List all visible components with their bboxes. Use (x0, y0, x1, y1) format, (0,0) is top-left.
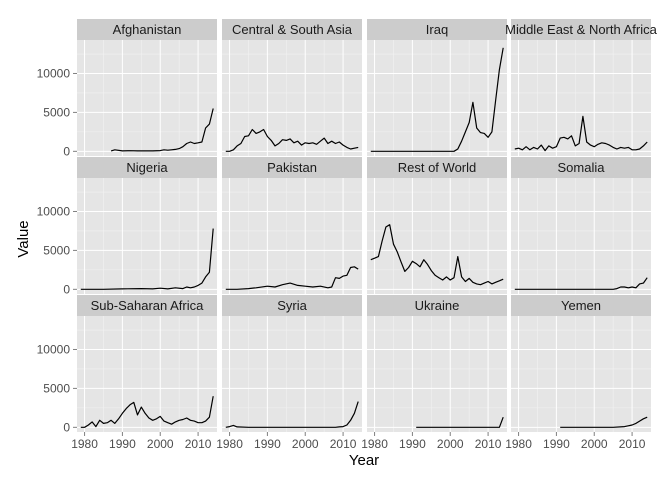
series-line-central-and-south-asia (225, 128, 359, 152)
facet-rest-of-world: Rest of World (367, 157, 507, 294)
facet-title: Middle East & North Africa (505, 22, 657, 37)
y-tick-label: 0 (63, 282, 70, 296)
y-tick-label: 10000 (37, 204, 71, 218)
series-line-pakistan (225, 266, 359, 290)
series-line-afghanistan (110, 108, 214, 152)
x-tick-label: 1990 (109, 437, 136, 451)
x-axis-title: Year (349, 452, 379, 469)
series-line-middle-east-and-north-africa (514, 115, 648, 152)
y-tick-label: 5000 (43, 243, 70, 257)
facet-title: Pakistan (267, 160, 317, 175)
strip-background (77, 295, 217, 316)
facet-title: Sub-Saharan Africa (91, 298, 205, 313)
facet-yemen: Yemen (511, 295, 651, 432)
strip-background (367, 19, 507, 40)
facet-afghanistan: Afghanistan (77, 19, 217, 156)
x-tick-label: 2010 (185, 437, 212, 451)
strip-background (77, 157, 217, 178)
x-tick-label: 2000 (292, 437, 319, 451)
series-line-ukraine (416, 416, 504, 428)
facet-somalia: Somalia (511, 157, 651, 294)
facet-middle-east-and-north-africa: Middle East & North Africa (505, 19, 658, 156)
gridlines (511, 178, 651, 294)
facet-syria: Syria (222, 295, 362, 432)
panel-background (222, 316, 362, 432)
x-tick-label: 2000 (147, 437, 174, 451)
facet-sub-saharan-africa: Sub-Saharan Africa (77, 295, 217, 432)
strip-background (222, 157, 362, 178)
strip-background (511, 19, 651, 40)
series-line-rest-of-world (370, 224, 504, 286)
strip-background (367, 157, 507, 178)
panel-background (77, 316, 217, 432)
panel-background (367, 316, 507, 432)
y-tick-label: 0 (63, 420, 70, 434)
x-tick-label: 1980 (71, 437, 98, 451)
strip-background (222, 19, 362, 40)
y-tick-label: 5000 (43, 105, 70, 119)
facet-iraq: Iraq (367, 19, 507, 156)
strip-background (511, 295, 651, 316)
facet-title: Iraq (426, 22, 448, 37)
x-tick-label: 1990 (254, 437, 281, 451)
panel-background (77, 40, 217, 156)
gridlines (367, 178, 507, 294)
facet-ukraine: Ukraine (367, 295, 507, 432)
x-tick-label: 2010 (619, 437, 646, 451)
facet-title: Yemen (561, 298, 601, 313)
facet-nigeria: Nigeria (77, 157, 217, 294)
y-tick-label: 0 (63, 144, 70, 158)
series-line-sub-saharan-africa (80, 396, 214, 428)
panel-background (511, 316, 651, 432)
gridlines (222, 316, 362, 432)
x-tick-label: 1980 (505, 437, 532, 451)
gridlines (511, 40, 651, 156)
y-tick-label: 10000 (37, 342, 71, 356)
gridlines (222, 178, 362, 294)
series-line-yemen (560, 416, 648, 428)
x-tick-label: 1990 (543, 437, 570, 451)
y-axis-title: Value (15, 220, 32, 257)
strip-background (367, 295, 507, 316)
x-tick-label: 1990 (399, 437, 426, 451)
strip-background (511, 157, 651, 178)
x-tick-label: 2000 (581, 437, 608, 451)
y-tick-label: 5000 (43, 381, 70, 395)
facet-title: Somalia (558, 160, 606, 175)
facet-pakistan: Pakistan (222, 157, 362, 294)
facet-title: Syria (277, 298, 307, 313)
panel-background (367, 178, 507, 294)
x-tick-label: 2000 (437, 437, 464, 451)
facet-title: Nigeria (126, 160, 168, 175)
panel-background (511, 178, 651, 294)
gridlines (367, 316, 507, 432)
panels-layer: Afghanistan Central & South Asia Iraq Middl… (77, 19, 658, 432)
panel-background (511, 40, 651, 156)
series-line-iraq (370, 47, 504, 152)
x-tick-label: 1980 (361, 437, 388, 451)
panel-background (77, 178, 217, 294)
facet-title: Afghanistan (113, 22, 182, 37)
strip-background (77, 19, 217, 40)
facet-title: Rest of World (398, 160, 477, 175)
x-tick-label: 2010 (330, 437, 357, 451)
gridlines (77, 40, 217, 156)
facet-central-and-south-asia: Central & South Asia (222, 19, 362, 156)
x-tick-label: 2010 (475, 437, 502, 451)
gridlines (222, 40, 362, 156)
panel-background (222, 178, 362, 294)
axes-layer: 0 5000 10000 0 5000 10000 0 5000 10000 1980 1990 20… (37, 66, 646, 451)
strip-background (222, 295, 362, 316)
y-tick-label: 10000 (37, 66, 71, 80)
facet-title: Ukraine (415, 298, 460, 313)
panel-background (367, 40, 507, 156)
series-line-nigeria (80, 228, 214, 290)
facet-title: Central & South Asia (232, 22, 353, 37)
series-line-somalia (514, 277, 648, 290)
x-tick-label: 1980 (216, 437, 243, 451)
series-line-syria (225, 401, 359, 428)
